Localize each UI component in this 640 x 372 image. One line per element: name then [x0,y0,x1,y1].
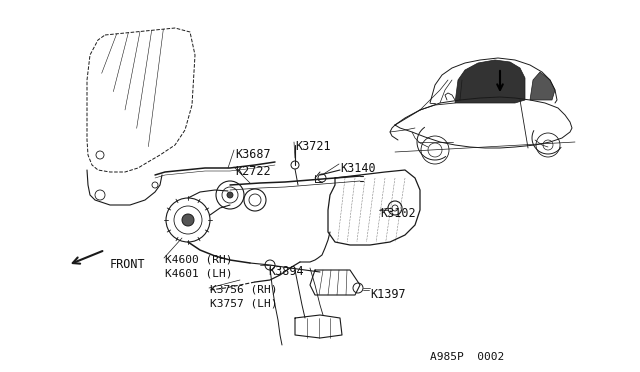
Text: K3140: K3140 [340,162,376,175]
Polygon shape [455,60,525,103]
Circle shape [216,181,244,209]
Text: K3894: K3894 [268,265,303,278]
Text: FRONT: FRONT [110,258,146,271]
Text: K3721: K3721 [295,140,331,153]
Polygon shape [530,72,555,100]
Circle shape [166,198,210,242]
Circle shape [182,214,194,226]
Text: K4601 (LH): K4601 (LH) [165,268,232,278]
Text: A985P  0002: A985P 0002 [430,352,504,362]
Text: K3102: K3102 [380,207,415,220]
Text: K1397: K1397 [370,288,406,301]
Text: K4600 (RH): K4600 (RH) [165,255,232,265]
Text: K3687: K3687 [235,148,271,161]
Text: K3756 (RH): K3756 (RH) [210,285,278,295]
Circle shape [227,192,233,198]
Text: K3757 (LH): K3757 (LH) [210,298,278,308]
Circle shape [244,189,266,211]
Text: K2722: K2722 [235,165,271,178]
